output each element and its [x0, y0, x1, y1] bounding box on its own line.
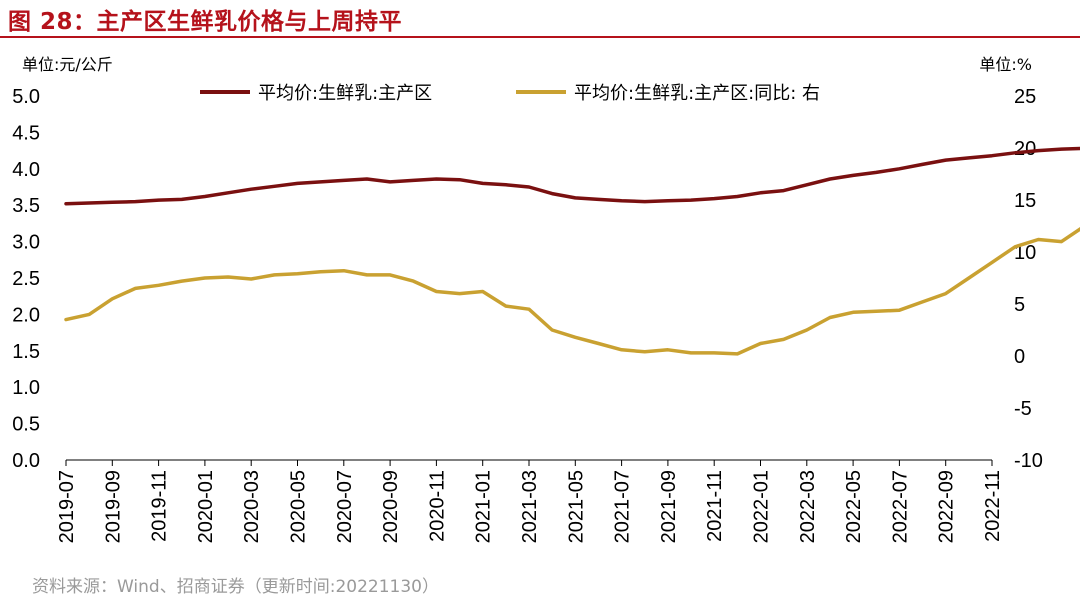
left-tick-label: 4.0 [12, 159, 40, 181]
x-tick-label: 2021-09 [658, 470, 680, 543]
left-tick-label: 5.0 [12, 86, 40, 108]
x-tick-label: 2020-05 [288, 470, 310, 543]
right-axis-unit: 单位:% [979, 55, 1032, 74]
title-rule [0, 36, 1080, 38]
left-tick-label: 3.0 [12, 232, 40, 254]
x-tick-label: 2022-11 [982, 470, 1004, 542]
x-tick-label: 2020-03 [241, 470, 263, 543]
x-tick-label: 2020-07 [334, 470, 356, 543]
source-note: 资料来源：Wind、招商证券（更新时间:20221130） [32, 577, 439, 597]
right-tick-label: -10 [1014, 450, 1043, 472]
left-tick-label: 4.5 [12, 122, 40, 144]
x-tick-label: 2022-05 [843, 470, 865, 543]
x-tick-label: 2021-01 [473, 470, 495, 543]
x-tick-label: 2021-05 [565, 470, 587, 543]
left-tick-label: 3.5 [12, 195, 40, 217]
x-tick-label: 2020-01 [195, 470, 217, 543]
x-tick-label: 2022-03 [797, 470, 819, 543]
right-tick-label: 25 [1014, 86, 1036, 108]
right-tick-label: 5 [1014, 294, 1025, 316]
left-tick-label: 2.0 [12, 304, 40, 326]
x-tick-label: 2020-09 [380, 470, 402, 543]
right-tick-label: 10 [1014, 242, 1036, 264]
x-tick-label: 2019-07 [56, 470, 78, 543]
x-tick-label: 2021-11 [704, 470, 726, 542]
right-tick-label: 15 [1014, 190, 1036, 212]
series-line-yoy [64, 226, 1080, 356]
legend-label-yoy: 平均价:生鲜乳:主产区:同比: 右 [574, 83, 820, 104]
x-tick-label: 2021-07 [612, 470, 634, 543]
x-tick-label: 2019-11 [149, 470, 171, 542]
legend-label-price: 平均价:生鲜乳:主产区 [258, 83, 432, 104]
left-tick-label: 1.5 [12, 341, 40, 363]
left-tick-label: 2.5 [12, 268, 40, 290]
right-tick-label: 0 [1014, 346, 1025, 368]
x-tick-label: 2022-01 [751, 470, 773, 543]
left-tick-label: 0.0 [12, 450, 40, 472]
right-tick-label: 20 [1014, 138, 1036, 160]
x-tick-label: 2021-03 [519, 470, 541, 543]
series-line-price [64, 146, 1080, 206]
x-tick-label: 2022-07 [889, 470, 911, 543]
left-tick-label: 0.5 [12, 414, 40, 436]
x-tick-label: 2022-09 [936, 470, 958, 543]
right-tick-label: -5 [1014, 398, 1032, 420]
figure-title: 图 28：主产区生鲜乳价格与上周持平 [8, 9, 403, 35]
x-tick-label: 2019-09 [102, 470, 124, 543]
left-axis-unit: 单位:元/公斤 [22, 55, 113, 74]
x-tick-label: 2020-11 [426, 470, 448, 542]
left-tick-label: 1.0 [12, 377, 40, 399]
dual-axis-line-chart: 单位:元/公斤 单位:% 平均价:生鲜乳:主产区 平均价:生鲜乳:主产区:同比:… [12, 55, 1080, 543]
legend: 平均价:生鲜乳:主产区 平均价:生鲜乳:主产区:同比: 右 [200, 83, 820, 104]
